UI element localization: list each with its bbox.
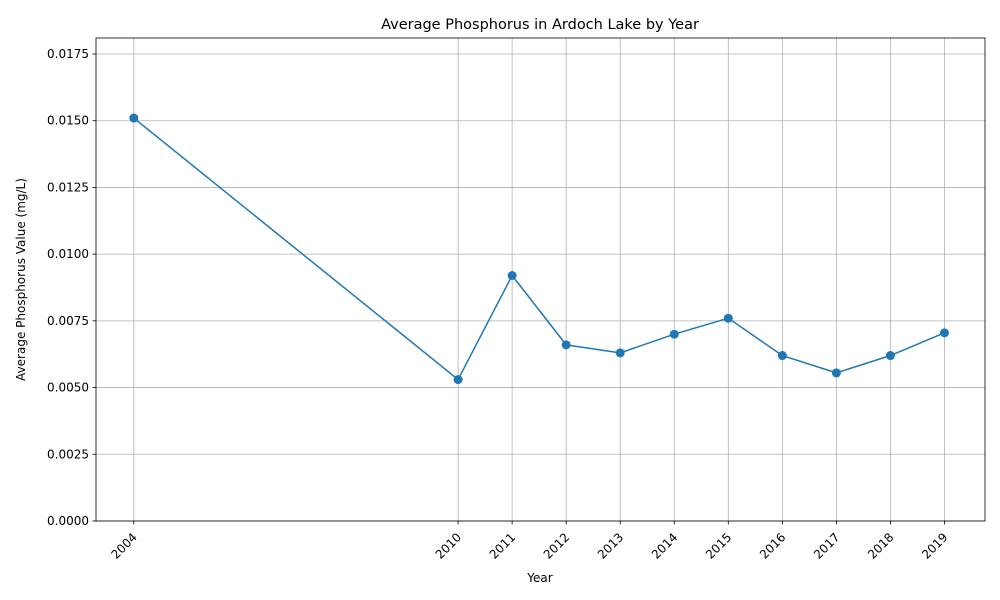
- y-tick-label: 0.0025: [47, 447, 89, 461]
- y-tick-label: 0.0150: [47, 114, 89, 128]
- y-tick-label: 0.0100: [47, 247, 89, 261]
- data-point: [129, 113, 139, 123]
- data-point: [669, 329, 679, 339]
- y-axis-title: Average Phosphorus Value (mg/L): [14, 178, 28, 381]
- plot-background: [96, 38, 985, 521]
- y-tick-label: 0.0175: [47, 47, 89, 61]
- y-tick-label: 0.0075: [47, 314, 89, 328]
- data-point: [885, 351, 895, 361]
- data-point: [561, 340, 571, 350]
- data-point: [453, 375, 463, 385]
- chart-title: Average Phosphorus in Ardoch Lake by Yea…: [381, 17, 699, 33]
- data-point: [723, 313, 733, 323]
- data-series: [129, 113, 949, 385]
- x-axis-title: Year: [526, 571, 552, 585]
- y-tick-label: 0.0050: [47, 381, 89, 395]
- data-point: [831, 368, 841, 378]
- data-point: [615, 348, 625, 358]
- y-tick-label: 0.0125: [47, 180, 89, 194]
- axes-frame: [95, 37, 986, 522]
- data-point: [777, 351, 787, 361]
- data-point: [939, 328, 949, 338]
- y-axis-ticks: 0.0000 0.0025 0.0050 0.0075 0.0100 0.0125 0.01…: [47, 47, 96, 528]
- y-tick-label: 0.0000: [47, 514, 89, 528]
- data-point: [507, 270, 517, 280]
